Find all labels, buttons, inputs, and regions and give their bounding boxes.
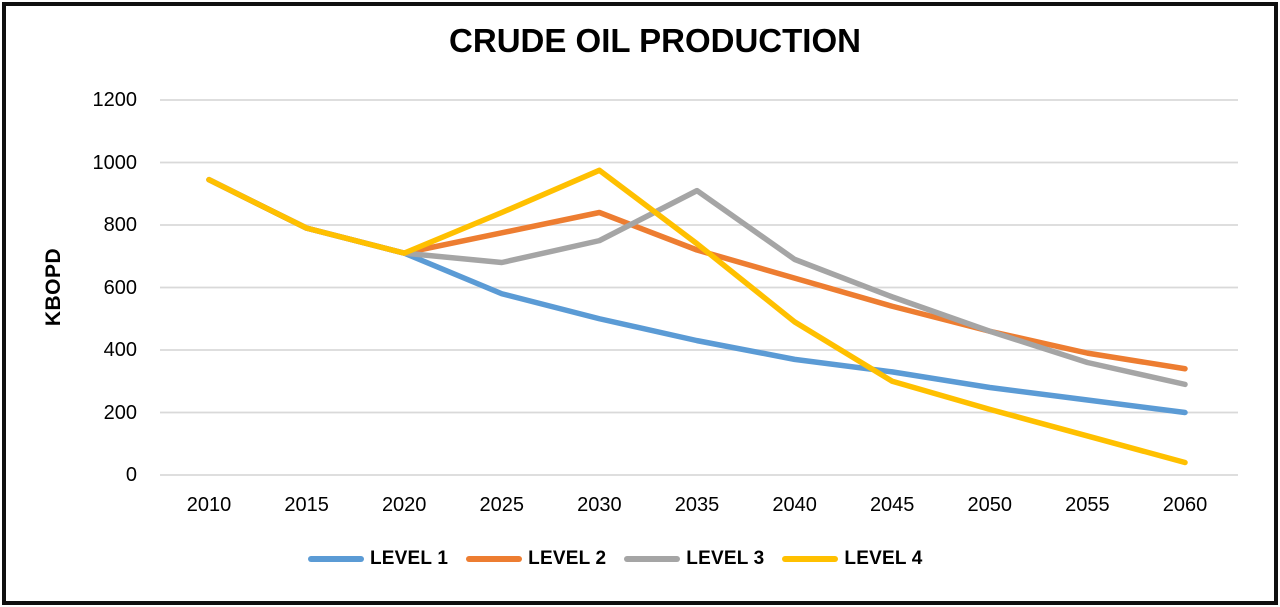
y-tick-label: 0 — [125, 464, 137, 486]
legend-item-level-1: LEVEL 1 — [308, 548, 448, 570]
x-tick-label: 2025 — [479, 494, 525, 516]
y-tick-label: 1200 — [92, 89, 138, 111]
x-tick-label: 2060 — [1162, 494, 1208, 516]
y-tick-label: 800 — [103, 214, 137, 236]
y-tick-label: 1000 — [92, 151, 138, 174]
legend-item-level-2: LEVEL 2 — [466, 548, 606, 570]
x-tick-label: 2010 — [186, 494, 232, 516]
x-tick-label: 2045 — [869, 494, 915, 516]
legend-label: LEVEL 4 — [844, 548, 923, 569]
x-tick-label: 2055 — [1065, 494, 1110, 516]
legend-swatch-level-4 — [782, 556, 839, 562]
x-tick-label: 2050 — [967, 494, 1013, 516]
series-line-level-4 — [206, 167, 1188, 466]
x-tick-label: 2015 — [284, 494, 329, 516]
x-tick-label: 2035 — [674, 494, 720, 516]
legend-swatch-level-3 — [624, 556, 681, 562]
legend-label: LEVEL 3 — [686, 548, 765, 569]
legend: LEVEL 1 LEVEL 2 LEVEL 3 LEVEL 4 — [308, 548, 923, 570]
series-line-level-3 — [206, 176, 1188, 388]
legend-item-level-3: LEVEL 3 — [624, 548, 764, 570]
x-tick-label: 2040 — [772, 494, 817, 516]
x-tick-label: 2030 — [577, 494, 622, 516]
legend-swatch-level-1 — [308, 556, 364, 562]
chart-title: CRUDE OIL PRODUCTION — [449, 22, 861, 59]
legend-item-level-4: LEVEL 4 — [782, 548, 922, 570]
y-tick-label: 200 — [103, 401, 137, 424]
legend-label: LEVEL 2 — [528, 548, 607, 569]
y-tick-label: 400 — [103, 339, 137, 361]
y-tick-label: 600 — [103, 276, 137, 299]
x-tick-label: 2020 — [381, 494, 427, 516]
legend-label: LEVEL 1 — [370, 548, 449, 569]
legend-swatch-level-2 — [466, 556, 523, 562]
series-line-level-1 — [206, 176, 1188, 416]
